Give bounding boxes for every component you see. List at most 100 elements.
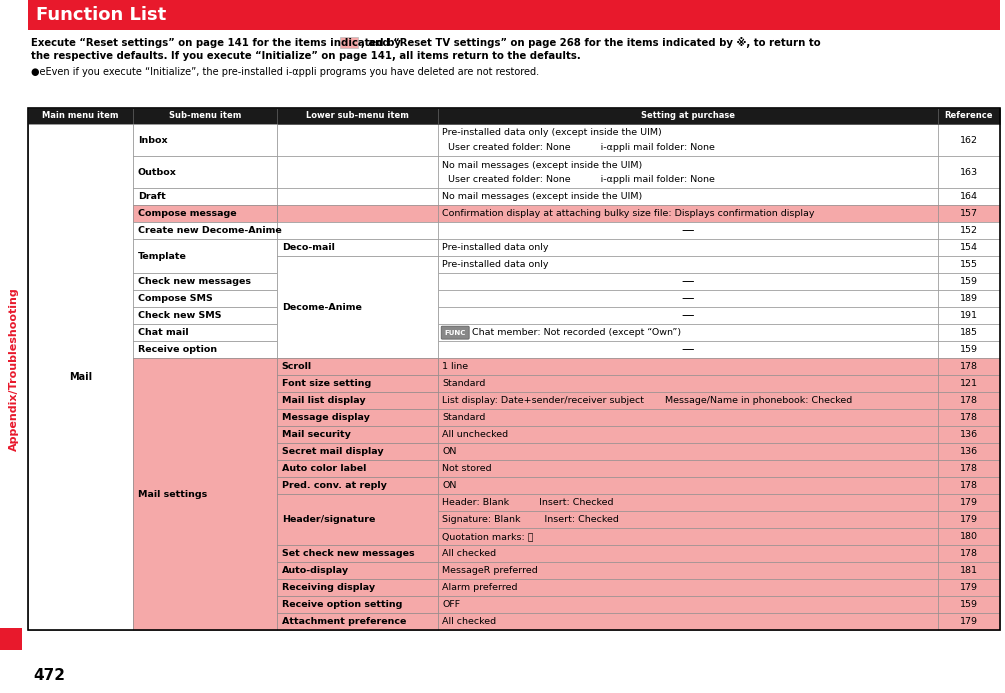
Bar	[133, 239, 276, 256]
Bar	[438, 239, 938, 256]
Bar	[276, 528, 438, 545]
Text: 121: 121	[960, 379, 978, 388]
Bar	[133, 156, 276, 188]
Bar	[276, 124, 438, 156]
Bar	[28, 392, 133, 409]
Bar	[438, 307, 938, 324]
Bar	[28, 290, 133, 307]
Text: 472: 472	[33, 667, 65, 683]
Text: Pre-installed data only (except inside the UIM): Pre-installed data only (except inside t…	[442, 128, 662, 137]
Text: —: —	[681, 275, 694, 288]
Text: Scroll: Scroll	[281, 362, 312, 371]
Bar	[133, 341, 276, 358]
Text: Check new SMS: Check new SMS	[138, 311, 221, 320]
Bar	[133, 188, 276, 205]
Text: Pred. conv. at reply: Pred. conv. at reply	[281, 481, 387, 490]
Text: Chat member: Not recorded (except “Own”): Chat member: Not recorded (except “Own”)	[472, 328, 681, 337]
Text: 179: 179	[960, 583, 978, 592]
Bar	[938, 290, 1000, 307]
Bar	[276, 460, 438, 477]
Text: —: —	[681, 343, 694, 356]
Text: Outbox: Outbox	[138, 168, 177, 177]
Text: Pre-installed data only: Pre-installed data only	[442, 260, 549, 269]
Text: Mail: Mail	[69, 372, 92, 382]
Text: 179: 179	[960, 617, 978, 626]
Bar	[276, 494, 438, 545]
Text: —: —	[681, 309, 694, 322]
Text: Standard: Standard	[442, 379, 485, 388]
Bar	[133, 358, 276, 375]
Bar	[133, 443, 276, 460]
Bar	[438, 375, 938, 392]
Bar	[133, 156, 276, 188]
Bar	[133, 562, 276, 579]
Bar	[28, 596, 133, 613]
Bar	[438, 409, 938, 426]
Bar	[438, 108, 938, 124]
Text: Function List: Function List	[36, 6, 166, 24]
Text: 163: 163	[960, 168, 978, 177]
Bar	[28, 375, 133, 392]
Bar	[28, 0, 1000, 30]
Bar	[133, 324, 276, 341]
Bar	[133, 222, 276, 239]
Bar	[28, 324, 133, 341]
Bar	[133, 205, 276, 222]
Bar	[276, 409, 438, 426]
Bar	[133, 579, 276, 596]
Bar	[938, 511, 1000, 528]
Bar	[438, 188, 938, 205]
Bar	[133, 273, 276, 290]
Bar	[28, 124, 133, 630]
Bar	[938, 596, 1000, 613]
Bar	[938, 375, 1000, 392]
Bar	[133, 511, 276, 528]
Bar	[133, 545, 276, 562]
Bar	[28, 511, 133, 528]
Bar	[28, 156, 133, 188]
Text: Draft: Draft	[138, 192, 166, 201]
Text: Pre-installed data only: Pre-installed data only	[442, 243, 549, 252]
Text: —: —	[681, 224, 694, 237]
Bar	[938, 156, 1000, 188]
Text: Confirmation display at attaching bulky size file: Displays confirmation display: Confirmation display at attaching bulky …	[442, 209, 815, 218]
Bar	[438, 256, 938, 273]
Text: 159: 159	[960, 345, 978, 354]
Text: Template: Template	[138, 252, 187, 261]
Text: 159: 159	[960, 600, 978, 609]
Bar	[276, 239, 438, 256]
Text: 179: 179	[960, 515, 978, 524]
Bar	[276, 613, 438, 630]
Text: Create new Decome-Anime: Create new Decome-Anime	[138, 226, 281, 235]
Bar	[28, 545, 133, 562]
Bar	[276, 256, 438, 273]
Bar	[28, 562, 133, 579]
Bar	[276, 426, 438, 443]
Bar	[276, 477, 438, 494]
Bar	[133, 124, 276, 156]
Bar	[438, 341, 938, 358]
Text: MessageR preferred: MessageR preferred	[442, 566, 538, 575]
Bar	[276, 426, 438, 443]
Bar	[938, 222, 1000, 239]
Text: Secret mail display: Secret mail display	[281, 447, 384, 456]
Bar	[276, 341, 438, 358]
Bar	[28, 205, 133, 222]
Bar	[28, 426, 133, 443]
Bar	[438, 156, 938, 188]
Bar	[938, 426, 1000, 443]
Text: All unchecked: All unchecked	[442, 430, 509, 439]
Bar	[276, 443, 438, 460]
Bar	[438, 324, 938, 341]
Bar	[276, 494, 438, 511]
Bar	[133, 108, 276, 124]
Bar	[938, 273, 1000, 290]
Bar	[276, 375, 438, 392]
Text: 178: 178	[960, 481, 978, 490]
Text: 152: 152	[960, 226, 978, 235]
Bar	[276, 579, 438, 596]
Text: , and “Reset TV settings” on page 268 for the items indicated by ※, to return to: , and “Reset TV settings” on page 268 fo…	[361, 37, 821, 49]
Bar	[938, 108, 1000, 124]
Text: FUNC: FUNC	[444, 330, 466, 335]
Bar	[276, 188, 438, 205]
